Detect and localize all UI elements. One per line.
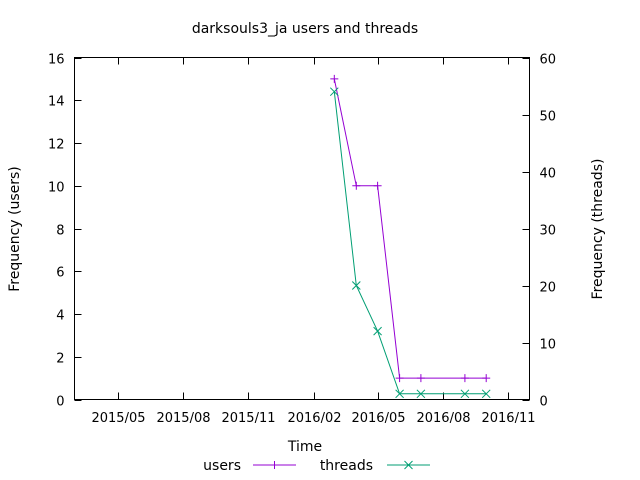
legend-label-threads: threads [320,458,373,474]
y2-tick-label: 20 [540,281,557,296]
data-point [482,374,491,383]
series-layer [329,74,491,399]
legend: users threads [203,458,430,474]
data-point [330,74,339,83]
y-tick-label: 10 [48,181,65,196]
series-line-users [333,78,487,379]
x-tick-label: 2015/11 [221,411,275,426]
legend-marker-users [270,461,279,469]
y-tick-label: 8 [56,224,64,239]
data-point [460,374,469,383]
y2-tick-label: 50 [540,110,557,125]
y2-axis-label: Frequency (threads) [590,159,606,300]
x-axis: 2015/05 2015/08 2015/11 2016/02 2016/05 2016/… [91,57,536,426]
data-point [395,374,404,383]
data-point [351,281,361,290]
data-point [395,389,404,399]
x-axis-label: Time [287,439,322,455]
series-line-threads [333,91,487,395]
x-tick-label: 2016/02 [287,411,341,426]
data-point [460,389,470,399]
x-tick-label: 2015/05 [91,411,145,426]
data-point [373,326,382,336]
y2-tick-label: 10 [540,338,557,353]
data-point [416,389,426,399]
x-tick-label: 2016/11 [481,411,535,426]
y-tick-label: 4 [56,309,64,324]
data-point [329,87,339,97]
y2-tick-label: 40 [540,167,557,182]
y-axis-label: Frequency (users) [7,166,23,292]
chart-title: darksouls3_ja users and threads [192,21,418,37]
y2-tick-label: 60 [540,53,557,68]
data-point [481,389,491,399]
y-tick-label: 14 [48,95,65,110]
y-tick-label: 6 [56,266,64,281]
y2-tick-label: 0 [540,395,548,410]
y-axis-left: 0 2 4 6 8 10 12 14 16 [48,53,82,410]
plot-border [74,57,530,400]
legend-marker-threads [404,460,413,470]
x-tick-label: 2016/08 [416,411,470,426]
data-point [416,374,425,383]
y-tick-label: 0 [56,395,64,410]
y-tick-label: 12 [48,138,65,153]
y-tick-label: 2 [56,352,64,367]
y-tick-label: 16 [48,53,65,68]
y-axis-right: 0 10 20 30 40 50 60 [522,53,557,410]
legend-label-users: users [203,458,241,474]
x-tick-label: 2016/05 [351,411,405,426]
data-point [373,181,382,190]
x-tick-label: 2015/08 [156,411,210,426]
y2-tick-label: 30 [540,224,557,239]
data-point [352,181,361,190]
